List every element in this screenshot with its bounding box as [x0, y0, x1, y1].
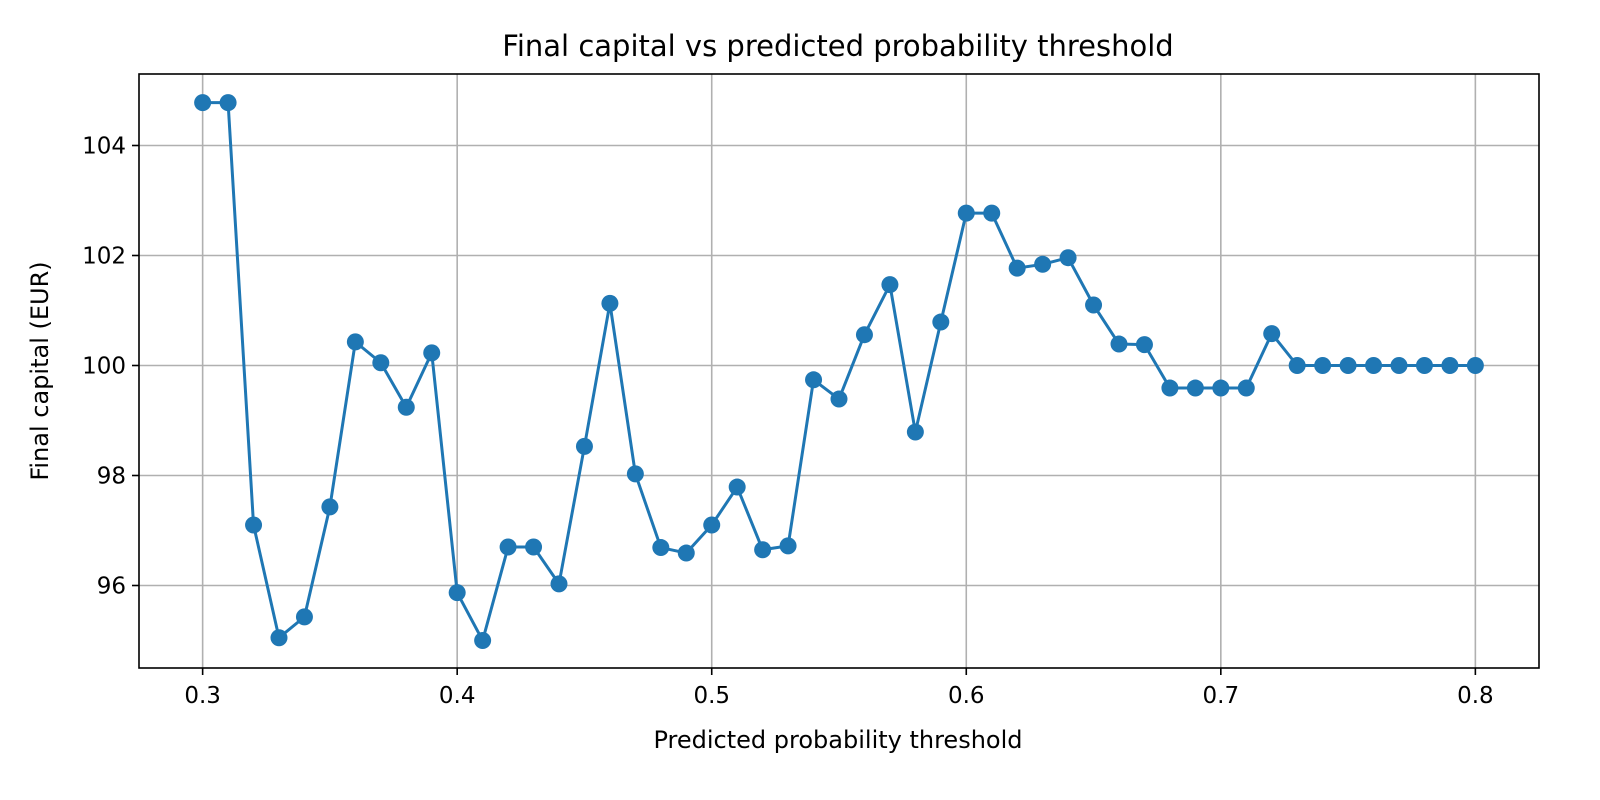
- data-point: [1085, 296, 1103, 314]
- data-point: [1390, 357, 1408, 374]
- data-point: [1110, 335, 1128, 353]
- data-point: [906, 423, 924, 441]
- data-point: [830, 390, 848, 408]
- data-point: [499, 538, 517, 556]
- y-axis: 96 98 100 102 104: [82, 134, 139, 600]
- x-tick-label: 0.7: [1203, 683, 1240, 709]
- x-tick-label: 0.8: [1457, 683, 1494, 709]
- data-point: [779, 537, 797, 555]
- x-tick-label: 0.6: [948, 683, 985, 709]
- plot-frame: [138, 73, 1540, 669]
- data-point: [1186, 379, 1204, 397]
- y-tick-label: 96: [97, 574, 126, 600]
- data-point: [1314, 357, 1332, 374]
- data-point: [1008, 259, 1026, 277]
- chart-title: Final capital vs predicted probability t…: [502, 29, 1173, 63]
- data-point: [1415, 357, 1433, 374]
- data-point: [601, 294, 619, 312]
- data-point: [346, 333, 364, 351]
- data-point: [575, 437, 593, 455]
- data-point: [474, 632, 492, 649]
- data-point: [703, 516, 721, 534]
- data-point: [855, 326, 873, 344]
- data-point: [728, 478, 746, 496]
- data-point: [372, 354, 390, 372]
- data-point: [295, 608, 313, 626]
- x-axis-label: Predicted probability threshold: [654, 726, 1023, 754]
- data-point: [1288, 357, 1306, 374]
- y-tick-label: 102: [82, 244, 126, 270]
- y-tick-label: 98: [97, 464, 126, 490]
- data-point: [932, 313, 950, 331]
- data-point: [1263, 325, 1281, 343]
- data-point: [1237, 379, 1255, 397]
- x-axis: 0.3 0.4 0.5 0.6 0.7 0.8: [184, 668, 1494, 709]
- y-axis-label: Final capital (EUR): [26, 261, 54, 480]
- x-tick-label: 0.3: [184, 683, 221, 709]
- data-point: [245, 516, 263, 534]
- x-tick-label: 0.5: [693, 683, 730, 709]
- data-point: [1466, 357, 1484, 374]
- data-point: [219, 94, 237, 112]
- data-point: [881, 276, 899, 294]
- data-point: [1161, 379, 1179, 397]
- data-point: [626, 465, 644, 483]
- data-point: [652, 539, 670, 557]
- data-point: [1365, 357, 1383, 374]
- data-point: [194, 94, 212, 112]
- x-tick-label: 0.4: [439, 683, 476, 709]
- data-point: [550, 575, 568, 593]
- series-layer: [194, 94, 1484, 649]
- data-point: [525, 538, 543, 556]
- data-point: [270, 629, 288, 647]
- data-point: [423, 344, 441, 362]
- data-point: [1059, 249, 1077, 267]
- data-point: [1441, 357, 1459, 374]
- data-point: [805, 371, 823, 389]
- data-point: [397, 398, 415, 416]
- data-point: [321, 498, 339, 516]
- data-point: [1339, 357, 1357, 374]
- data-point: [983, 204, 1001, 222]
- y-tick-label: 100: [82, 354, 126, 380]
- data-point: [1212, 379, 1230, 397]
- y-tick-label: 104: [82, 134, 126, 160]
- data-point: [754, 541, 772, 559]
- data-point: [448, 584, 466, 602]
- data-point: [957, 204, 975, 222]
- data-point: [1034, 255, 1052, 273]
- data-point: [1135, 336, 1153, 354]
- data-point: [677, 544, 695, 562]
